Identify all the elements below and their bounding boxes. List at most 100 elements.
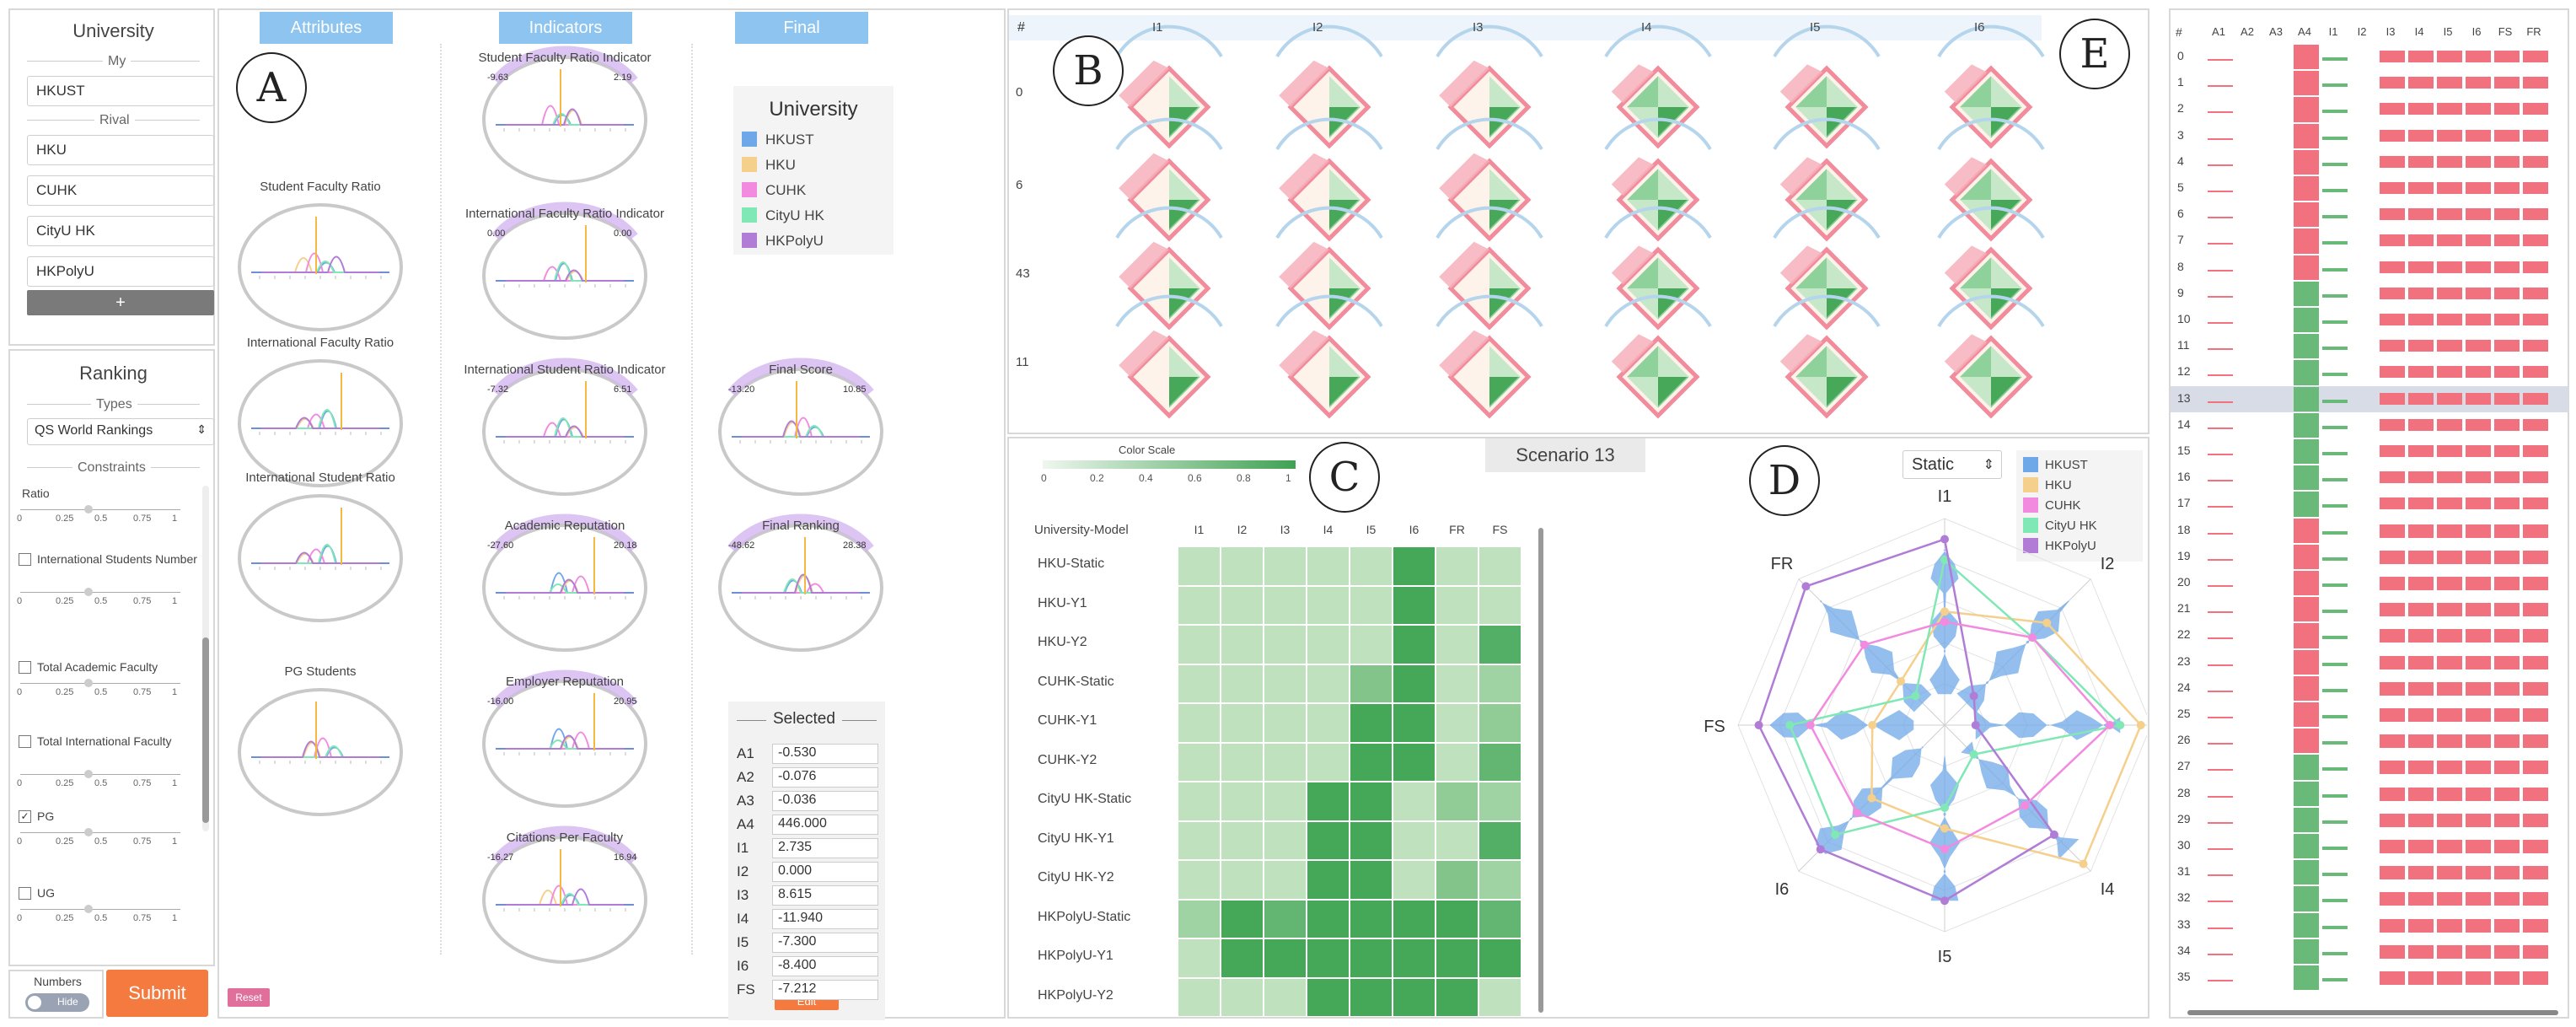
heatmap-cell[interactable] xyxy=(1436,626,1478,664)
selected-value[interactable]: -0.530 xyxy=(772,744,878,764)
heatmap-cell[interactable] xyxy=(1264,704,1306,742)
heatmap-cell[interactable] xyxy=(1436,704,1478,742)
heatmap-cell[interactable] xyxy=(1221,821,1263,859)
slider-handle[interactable] xyxy=(84,679,93,687)
heatmap-cell[interactable] xyxy=(1221,626,1263,664)
submit-button[interactable]: Submit xyxy=(106,970,208,1017)
constraints-scrollbar[interactable] xyxy=(202,486,209,831)
heatmap-cell[interactable] xyxy=(1178,978,1220,1016)
heatmap-cell[interactable] xyxy=(1307,743,1349,781)
heatmap-cell[interactable] xyxy=(1221,939,1263,977)
heatmap-cell[interactable] xyxy=(1307,900,1349,938)
constraint-slider[interactable] xyxy=(20,683,180,684)
heatmap-cell[interactable] xyxy=(1264,978,1306,1016)
slider-handle[interactable] xyxy=(84,828,93,836)
add-rival-button[interactable]: + xyxy=(27,290,214,315)
heatmap-cell[interactable] xyxy=(1436,664,1478,702)
heatmap-cell[interactable] xyxy=(1479,626,1521,664)
constraint-slider[interactable] xyxy=(20,592,180,593)
heatmap-cell[interactable] xyxy=(1393,664,1435,702)
heatmap-cell[interactable] xyxy=(1221,782,1263,820)
heatmap-cell[interactable] xyxy=(1264,939,1306,977)
heatmap-cell[interactable] xyxy=(1393,743,1435,781)
heatmap-cell[interactable] xyxy=(1479,782,1521,820)
heatmap-cell[interactable] xyxy=(1307,861,1349,899)
reset-button[interactable]: Reset xyxy=(228,988,270,1007)
ranking-types-select[interactable]: QS World Rankings ⇕ xyxy=(27,418,214,445)
rival-field-2[interactable]: CUHK xyxy=(27,175,214,206)
heatmap-cell[interactable] xyxy=(1479,821,1521,859)
heatmap-cell[interactable] xyxy=(1393,782,1435,820)
heatmap-cell[interactable] xyxy=(1178,626,1220,664)
heatmap-cell[interactable] xyxy=(1436,743,1478,781)
heatmap-cell[interactable] xyxy=(1264,664,1306,702)
heatmap-cell[interactable] xyxy=(1178,900,1220,938)
selected-value[interactable]: -8.400 xyxy=(772,956,878,976)
heatmap-cell[interactable] xyxy=(1307,664,1349,702)
heatmap-cell[interactable] xyxy=(1221,900,1263,938)
heatmap-cell[interactable] xyxy=(1221,704,1263,742)
heatmap-cell[interactable] xyxy=(1350,782,1392,820)
heatmap-cell[interactable] xyxy=(1350,547,1392,585)
selected-value[interactable]: 8.615 xyxy=(772,885,878,906)
heatmap-cell[interactable] xyxy=(1393,900,1435,938)
heatmap-cell[interactable] xyxy=(1350,821,1392,859)
heatmap-cell[interactable] xyxy=(1350,664,1392,702)
heatmap-cell[interactable] xyxy=(1350,861,1392,899)
heatmap-cell[interactable] xyxy=(1479,586,1521,624)
heatmap-cell[interactable] xyxy=(1221,743,1263,781)
heatmap-cell[interactable] xyxy=(1393,861,1435,899)
heatmap-cell[interactable] xyxy=(1393,821,1435,859)
heatmap-cell[interactable] xyxy=(1350,704,1392,742)
heatmap-cell[interactable] xyxy=(1264,547,1306,585)
rival-field-4[interactable]: HKPolyU xyxy=(27,256,214,287)
scrollbar-thumb[interactable] xyxy=(202,637,209,823)
heatmap-cell[interactable] xyxy=(1479,978,1521,1016)
constraint-checkbox[interactable] xyxy=(19,735,31,748)
selected-value[interactable]: -7.300 xyxy=(772,933,878,953)
heatmap-cell[interactable] xyxy=(1178,704,1220,742)
tab-indicators[interactable]: Indicators xyxy=(499,12,632,44)
constraint-slider[interactable] xyxy=(20,909,180,910)
selected-value[interactable]: -0.076 xyxy=(772,767,878,788)
heatmap-cell[interactable] xyxy=(1264,821,1306,859)
heatmap-cell[interactable] xyxy=(1479,861,1521,899)
heatmap-cell[interactable] xyxy=(1178,782,1220,820)
heatmap-cell[interactable] xyxy=(1307,782,1349,820)
heatmap-cell[interactable] xyxy=(1436,586,1478,624)
heatmap-cell[interactable] xyxy=(1221,861,1263,899)
heatmap-cell[interactable] xyxy=(1479,743,1521,781)
constraint-slider[interactable] xyxy=(20,774,180,775)
heatmap-cell[interactable] xyxy=(1264,900,1306,938)
heatmap-cell[interactable] xyxy=(1436,547,1478,585)
constraint-checkbox[interactable]: ✓ xyxy=(19,810,31,823)
heatmap-cell[interactable] xyxy=(1436,782,1478,820)
selected-value[interactable]: -0.036 xyxy=(772,791,878,811)
rival-field-1[interactable]: HKU xyxy=(27,135,214,165)
heatmap-cell[interactable] xyxy=(1221,978,1263,1016)
heatmap-cell[interactable] xyxy=(1350,743,1392,781)
heatmap-cell[interactable] xyxy=(1178,664,1220,702)
constraint-slider[interactable] xyxy=(20,832,180,833)
selected-value[interactable]: 446.000 xyxy=(772,815,878,835)
heatmap-cell[interactable] xyxy=(1307,586,1349,624)
selected-value[interactable]: 0.000 xyxy=(772,862,878,882)
heatmap-cell[interactable] xyxy=(1393,939,1435,977)
heatmap-cell[interactable] xyxy=(1436,861,1478,899)
heatmap-cell[interactable] xyxy=(1307,547,1349,585)
rival-field-3[interactable]: CityU HK xyxy=(27,216,214,246)
heatmap-cell[interactable] xyxy=(1221,547,1263,585)
heatmap-cell[interactable] xyxy=(1479,900,1521,938)
constraint-slider[interactable] xyxy=(20,509,180,510)
heatmap-cell[interactable] xyxy=(1221,586,1263,624)
my-university-field[interactable]: HKUST xyxy=(27,76,214,106)
heatmap-cell[interactable] xyxy=(1178,939,1220,977)
heatmap-cell[interactable] xyxy=(1393,547,1435,585)
heatmap-cell[interactable] xyxy=(1479,704,1521,742)
constraint-checkbox[interactable] xyxy=(19,661,31,674)
heatmap-cell[interactable] xyxy=(1178,586,1220,624)
selected-value[interactable]: -11.940 xyxy=(772,909,878,929)
mode-select[interactable]: Static ⇕ xyxy=(1902,450,2002,479)
heatmap-cell[interactable] xyxy=(1178,743,1220,781)
heatmap-cell[interactable] xyxy=(1436,939,1478,977)
